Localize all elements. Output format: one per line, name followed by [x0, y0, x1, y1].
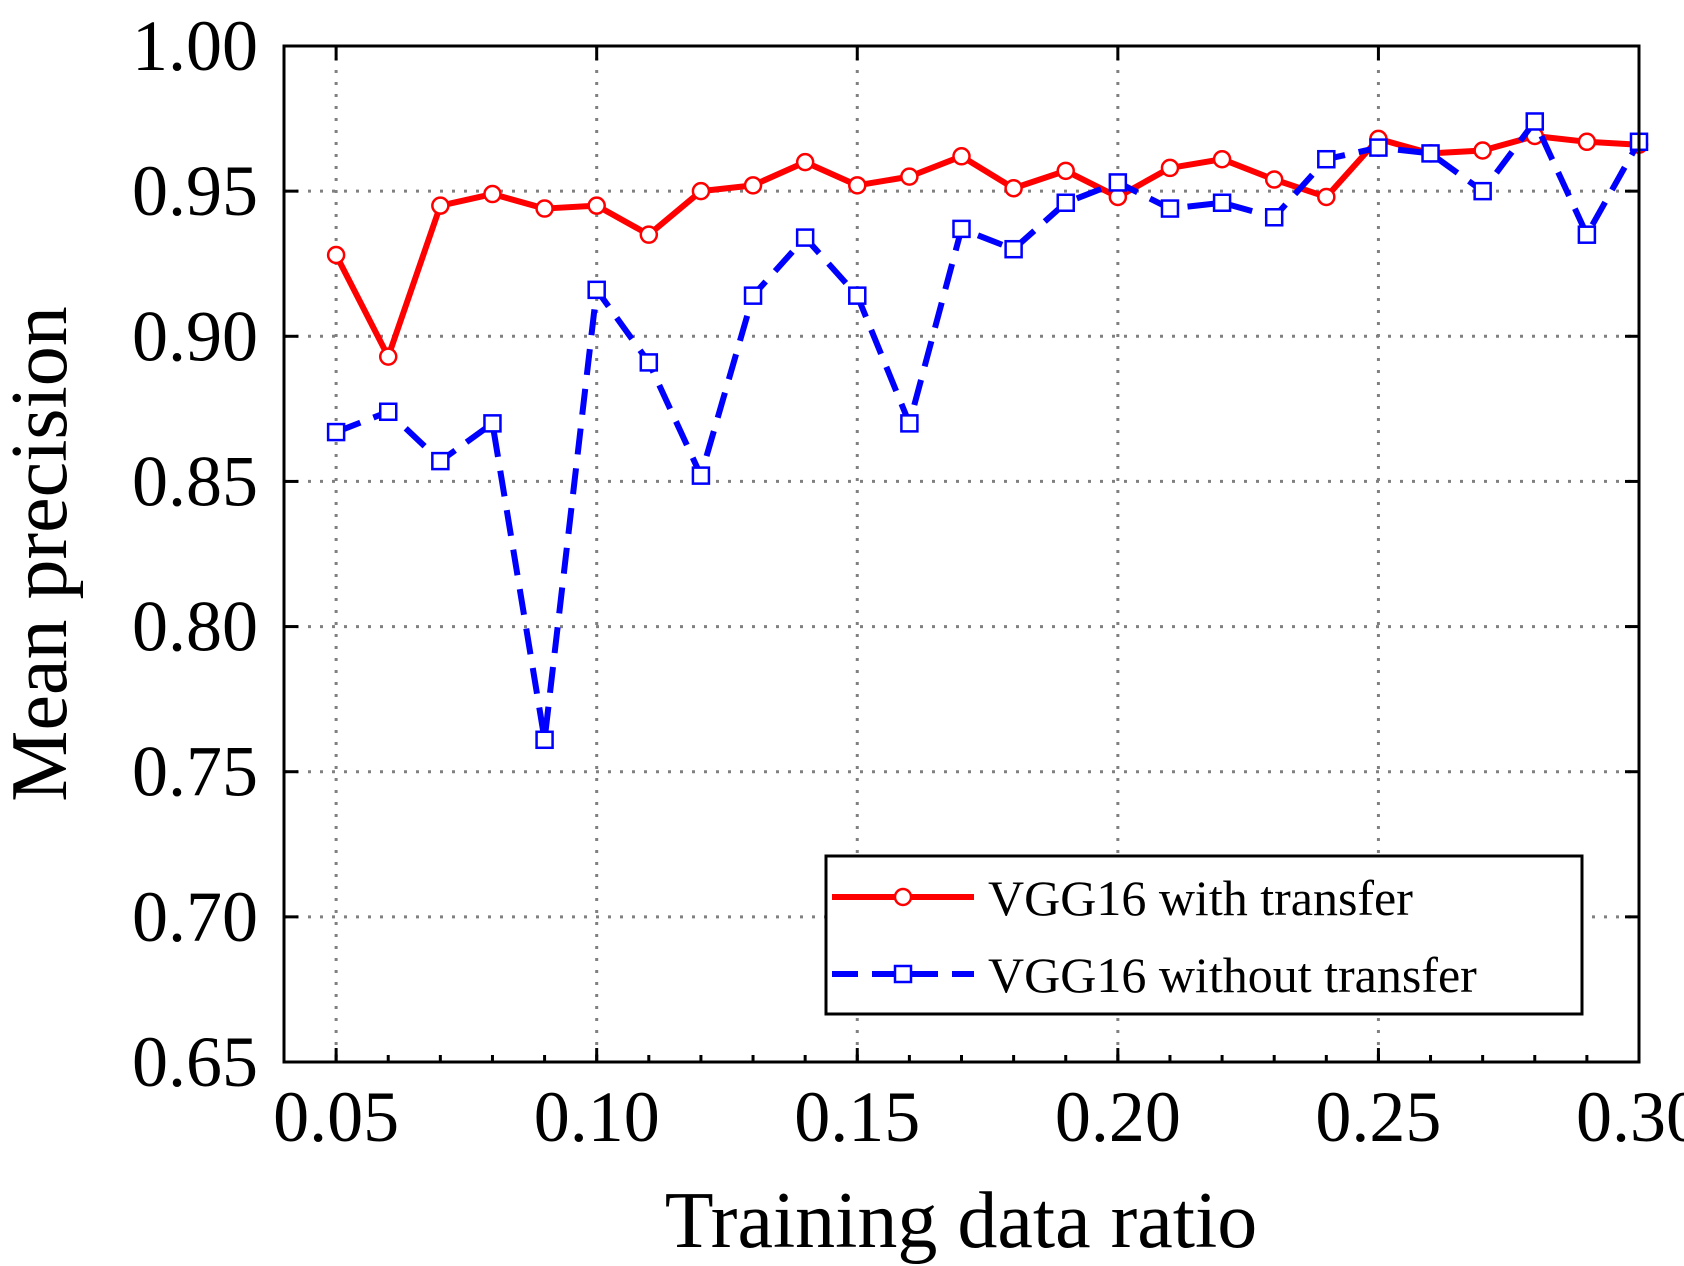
y-tick-label: 0.90: [132, 296, 258, 376]
y-axis-label: Mean precision: [0, 306, 84, 801]
data-point: [1004, 178, 1023, 198]
data-point: [1577, 225, 1597, 244]
data-point: [1317, 187, 1336, 207]
data-point: [743, 286, 763, 305]
legend-label-with-transfer: VGG16 with transfer: [988, 870, 1413, 926]
x-tick-label: 0.25: [1315, 1077, 1441, 1157]
data-point: [1056, 193, 1075, 213]
data-point: [1108, 173, 1128, 192]
data-point: [431, 196, 450, 215]
data-point: [952, 219, 971, 239]
y-tick-label: 0.85: [132, 441, 258, 521]
data-point: [639, 353, 659, 372]
legend: VGG16 with transfer VGG16 without transf…: [824, 854, 1584, 1016]
y-tick-labels: 0.65 0.70 0.75 0.80 0.85 0.90 0.95 1.00: [132, 6, 258, 1102]
data-point: [1473, 141, 1492, 160]
x-tick-label: 0.15: [794, 1077, 920, 1157]
data-point: [326, 422, 346, 442]
plot-series: [326, 112, 1649, 750]
data-point: [378, 347, 398, 366]
data-point: [535, 199, 554, 218]
y-tick-label: 0.75: [132, 732, 258, 812]
data-point: [1525, 112, 1545, 131]
data-point: [691, 466, 711, 485]
y-tick-label: 1.00: [132, 6, 258, 86]
legend-marker-with-transfer: [893, 887, 913, 907]
data-point: [743, 176, 763, 195]
data-point: [1212, 193, 1232, 213]
y-tick-label: 0.80: [132, 587, 258, 667]
data-point: [587, 280, 606, 300]
data-point: [900, 167, 919, 186]
x-tick-label: 0.30: [1576, 1077, 1684, 1157]
data-point: [1160, 199, 1180, 218]
data-point: [1473, 181, 1492, 201]
data-point: [483, 184, 502, 204]
data-point: [535, 730, 554, 750]
y-tick-label: 0.65: [132, 1022, 258, 1102]
data-point: [1264, 170, 1284, 189]
data-point: [1369, 138, 1388, 157]
x-tick-label: 0.05: [273, 1077, 399, 1157]
data-point: [691, 181, 711, 201]
data-point: [1160, 158, 1180, 178]
series-without-transfer: [326, 112, 1649, 750]
x-tick-labels: 0.05 0.10 0.15 0.20 0.25 0.30: [273, 1077, 1684, 1157]
series-line: [333, 132, 1640, 360]
data-point: [848, 176, 867, 195]
legend-label-without-transfer: VGG16 without transfer: [988, 947, 1477, 1003]
x-tick-label: 0.10: [534, 1077, 660, 1157]
axis-ticks: [282, 44, 1641, 1064]
data-point: [587, 196, 606, 215]
data-point: [848, 286, 867, 305]
data-point: [795, 228, 815, 247]
data-point: [326, 245, 346, 265]
series-line: [335, 118, 1642, 743]
legend-marker-without-transfer: [893, 964, 913, 984]
data-point: [1317, 149, 1336, 169]
y-tick-label: 0.70: [132, 877, 258, 957]
data-point: [483, 414, 502, 433]
legend-box: [824, 854, 1584, 1016]
x-axis-label: Training data ratio: [665, 1177, 1258, 1265]
data-point: [952, 147, 971, 166]
x-tick-label: 0.20: [1055, 1077, 1181, 1157]
data-point: [1421, 144, 1440, 163]
data-point: [795, 152, 815, 172]
data-point: [1577, 132, 1597, 152]
data-point: [378, 402, 398, 422]
data-point: [639, 225, 659, 244]
data-point: [900, 414, 919, 433]
data-point: [1264, 208, 1284, 227]
series-with-transfer: [326, 126, 1649, 366]
data-point: [1004, 239, 1023, 259]
data-point: [1212, 149, 1232, 169]
y-tick-label: 0.95: [132, 151, 258, 231]
data-point: [431, 451, 450, 471]
data-point: [1056, 161, 1075, 181]
